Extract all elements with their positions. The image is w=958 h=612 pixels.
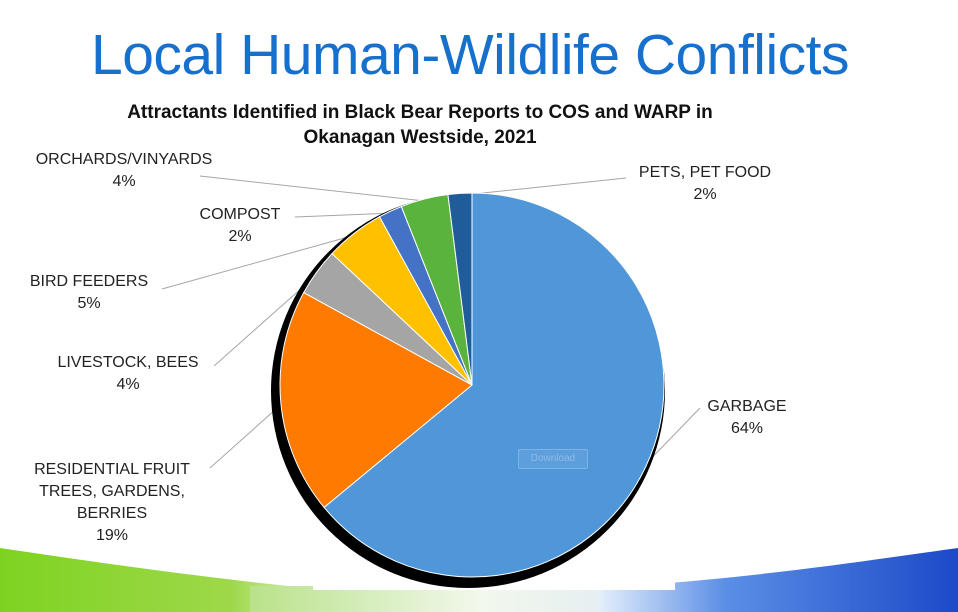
pie-slice-garbage: [323, 192, 665, 578]
data-label-pets-pet-food: PETS, PET FOOD 2%: [620, 162, 790, 206]
data-label-residential-fruit: RESIDENTIAL FRUIT TREES, GARDENS, BERRIE…: [12, 459, 212, 547]
pie-slice-pets-pet-food: [447, 192, 473, 386]
data-label-percent: 64%: [730, 420, 764, 437]
data-label-category: COMPOST: [199, 206, 281, 223]
footer-wave-green: [0, 548, 330, 612]
chart-title: Attractants Identified in Black Bear Rep…: [127, 102, 713, 148]
data-label-percent: 4%: [116, 376, 140, 393]
data-label-percent: 4%: [112, 173, 136, 190]
download-button[interactable]: Download: [518, 449, 588, 469]
data-label-garbage: GARBAGE 64%: [682, 396, 812, 440]
leader-lines: [161, 175, 701, 469]
data-label-category: RESIDENTIAL FRUIT TREES, GARDENS, BERRIE…: [34, 461, 190, 522]
pie-slices: [279, 192, 665, 578]
leader-line: [294, 212, 392, 218]
data-label-percent: 19%: [95, 527, 129, 544]
pie-slice-residential-fruit-trees-gardens-berries: [279, 291, 473, 509]
data-label-orchards-vinyards: ORCHARDS/VINYARDS 4%: [14, 149, 234, 193]
data-label-category: ORCHARDS/VINYARDS: [35, 151, 213, 168]
leader-line: [161, 234, 356, 290]
data-label-percent: 5%: [77, 295, 101, 312]
data-label-category: BIRD FEEDERS: [29, 273, 149, 290]
leader-line: [199, 175, 425, 202]
leader-line: [209, 402, 284, 469]
data-label-category: LIVESTOCK, BEES: [57, 354, 199, 371]
data-label-bird-feeders: BIRD FEEDERS 5%: [14, 271, 164, 315]
footer-wave-blue: [600, 548, 958, 612]
slide-title: Local Human-Wildlife Conflicts: [91, 23, 849, 87]
data-label-category: GARBAGE: [707, 398, 787, 415]
data-label-percent: 2%: [693, 186, 717, 203]
leader-line: [460, 177, 627, 196]
data-label-compost: COMPOST 2%: [182, 204, 298, 248]
data-label-percent: 2%: [228, 228, 252, 245]
data-label-livestock-bees: LIVESTOCK, BEES 4%: [38, 352, 218, 396]
data-label-category: PETS, PET FOOD: [638, 164, 772, 181]
